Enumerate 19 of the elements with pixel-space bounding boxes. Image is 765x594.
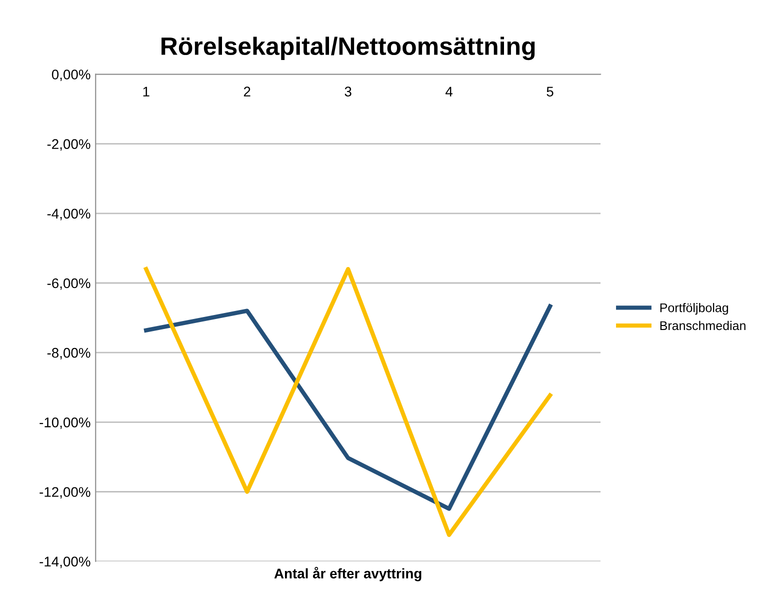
x-tick-label: 4 [446,86,453,96]
x-tick-label: 3 [344,86,352,97]
line-series [144,266,552,537]
legend-label: Branschmedian [660,320,746,330]
x-tick-label: 1 [143,86,150,96]
chart-title: Rörelsekapital/Nettoomsättning [162,36,535,60]
y-tick-label: -6,00% [47,278,90,290]
y-tick-label: -12,00% [40,487,90,499]
x-tick-label: 2 [244,86,250,96]
y-tick-label: -8,00% [47,348,90,360]
y-tick-label: -4,00% [47,208,90,220]
x-tick-label: 5 [546,86,554,97]
y-tick-label: -10,00% [40,418,90,429]
y-tick-label: 0,00% [52,70,90,82]
y-tick-label: -2,00% [47,139,90,151]
legend-label: Portföljbolag [660,303,728,315]
x-axis-title: Antal år efter avyttring [274,566,422,582]
line-series [144,304,552,511]
y-tick-label: -14,00% [40,556,90,568]
